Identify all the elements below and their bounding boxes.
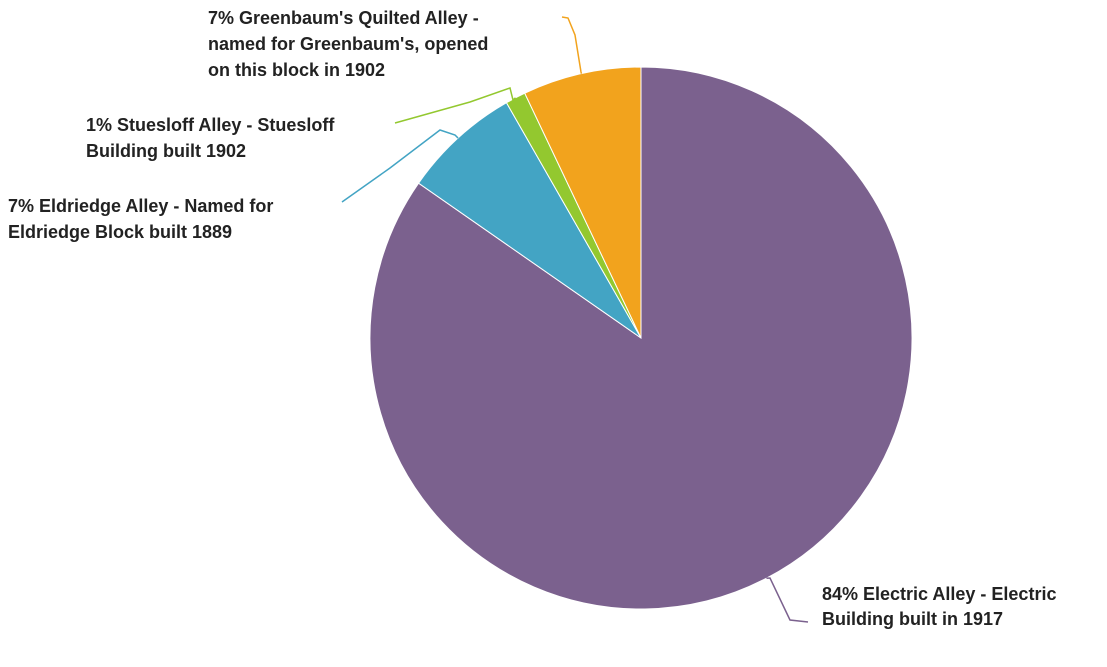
pie-slice-4 (524, 66, 642, 339)
slice-label-4: 7% Greenbaum's Quilted Alley - named for … (208, 8, 488, 80)
label-leader-lines (341, 16, 809, 623)
slice-label-2: 7% Eldriedge Alley - Named for Eldriedge … (8, 196, 273, 242)
slice-label-line: named for Greenbaum's, opened (208, 34, 488, 54)
leader-line-1 (766, 577, 809, 623)
slice-label-line: Eldriedge Block built 1889 (8, 222, 232, 242)
slice-label-line: 7% Eldriedge Alley - Named for (8, 196, 273, 216)
slice-label-1: 84% Electric Alley - Electric Building bu… (822, 584, 1056, 629)
leader-line-3 (394, 87, 517, 124)
slice-label-line: 84% Electric Alley - Electric (822, 584, 1056, 604)
slice-label-3: 1% Stuesloff Alley - Stuesloff Building b… (86, 115, 335, 161)
slice-label-line: 1% Stuesloff Alley - Stuesloff (86, 115, 335, 135)
leader-line-2 (341, 129, 459, 203)
pie-slice-1 (369, 66, 913, 610)
slice-labels: 84% Electric Alley - Electric Building bu… (8, 8, 1056, 629)
slice-label-line: Building built 1902 (86, 141, 246, 161)
slice-label-line: on this block in 1902 (208, 60, 385, 80)
pie-slices (369, 66, 913, 610)
pie-slice-2 (417, 102, 642, 339)
slice-label-line: 7% Greenbaum's Quilted Alley - (208, 8, 479, 28)
leader-line-4 (561, 16, 583, 74)
slice-label-line: Building built in 1917 (822, 609, 1003, 629)
